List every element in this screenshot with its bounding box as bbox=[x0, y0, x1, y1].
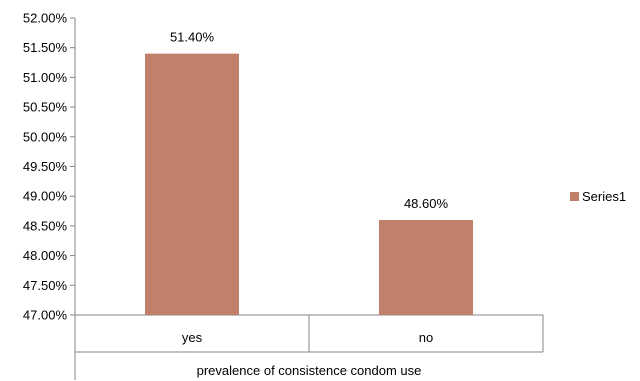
y-tick-label: 51.00% bbox=[23, 70, 68, 85]
y-tick-label: 49.50% bbox=[23, 159, 68, 174]
y-tick-label: 48.50% bbox=[23, 218, 68, 233]
y-tick-label: 52.00% bbox=[23, 11, 68, 26]
y-tick-label: 50.50% bbox=[23, 100, 68, 115]
bar-no bbox=[379, 219, 473, 315]
bars: 51.40% 48.60% bbox=[145, 30, 473, 315]
x-category-label: no bbox=[419, 330, 433, 345]
y-tick-label: 49.00% bbox=[23, 189, 68, 204]
x-axis-categories: yes no bbox=[75, 315, 544, 353]
legend-swatch bbox=[570, 192, 579, 201]
x-axis-title: prevalence of consistence condom use bbox=[197, 363, 422, 378]
legend-label: Series1 bbox=[582, 189, 626, 204]
bar-yes bbox=[145, 53, 239, 315]
y-tick-label: 47.00% bbox=[23, 308, 68, 323]
data-label-yes: 51.40% bbox=[170, 30, 215, 45]
x-category-label: yes bbox=[182, 330, 203, 345]
y-tick-label: 48.00% bbox=[23, 248, 68, 263]
y-tick-label: 47.50% bbox=[23, 278, 68, 293]
data-label-no: 48.60% bbox=[404, 196, 449, 211]
y-tick-label: 50.00% bbox=[23, 129, 68, 144]
legend: Series1 bbox=[570, 189, 626, 204]
y-axis-ticks: 47.00% 47.50% 48.00% 48.50% 49.00% 49.50% 50.0… bbox=[23, 11, 75, 323]
y-tick-label: 51.50% bbox=[23, 40, 68, 55]
